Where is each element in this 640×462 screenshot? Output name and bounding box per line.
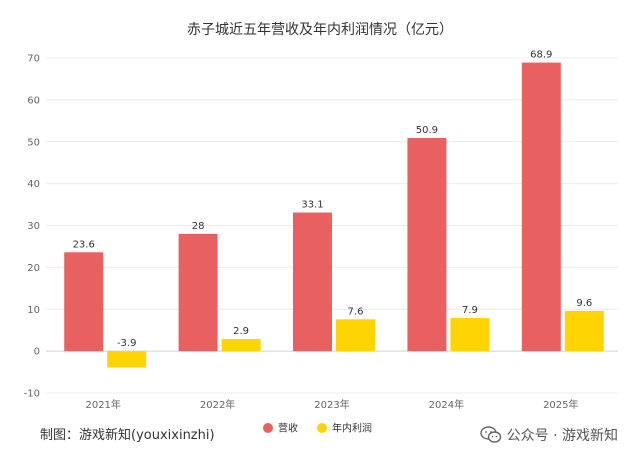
x-tick-label: 2021年 [85,398,120,411]
bar-营收 [178,233,218,352]
bar-营收 [521,62,561,352]
y-tick-label: 40 [27,179,40,190]
bar-营收 [64,252,104,352]
data-label: 23.6 [73,239,95,250]
data-label: 7.9 [462,305,478,316]
legend-label: 营收 [278,422,298,435]
data-label: 33.1 [301,200,323,211]
y-axis-ticks: -10 0 10 20 30 40 50 60 70 [24,54,40,400]
y-tick-label: -10 [24,389,40,400]
bar-年内利润 [450,318,490,352]
y-tick-label: 10 [27,305,40,316]
y-tick-label: 50 [27,137,40,148]
legend: 营收 年内利润 [263,422,372,435]
watermark-text: 公众号 · 游戏新知 [506,428,618,444]
x-tick-label: 2025年 [543,398,578,411]
data-label: 68.9 [530,50,552,61]
y-tick-label: 70 [27,54,40,65]
bar-营收 [407,137,447,352]
data-label: -3.9 [117,338,137,349]
y-tick-label: 0 [34,347,40,358]
data-label: 28 [192,221,205,232]
x-tick-label: 2022年 [200,398,235,411]
bar-年内利润 [336,319,375,352]
bar-营收 [293,212,332,352]
y-tick-label: 20 [27,263,40,274]
y-tick-label: 60 [27,95,40,106]
data-label: 7.6 [348,306,364,317]
legend-swatch [263,423,273,433]
data-labels: 23.6 -3.9 28 2.9 33.1 7.6 50.9 7.9 68.9 9.6 [73,50,593,350]
bar-年内利润 [107,351,147,368]
watermark: 公众号 · 游戏新知 [479,425,618,445]
data-label: 2.9 [233,326,249,337]
x-tick-label: 2023年 [314,398,349,411]
bar-年内利润 [564,310,604,352]
legend-swatch [317,423,327,433]
data-label: 50.9 [416,125,438,136]
chart-credit: 制图：游戏新知(youxixinzhi) [40,428,215,443]
legend-label: 年内利润 [332,422,372,435]
x-axis-ticks: 2021年 2022年 2023年 2024年 2025年 [85,398,578,411]
data-label: 9.6 [576,298,592,309]
chart-title: 赤子城近五年营收及年内利润情况（亿元） [187,22,453,38]
x-tick-label: 2024年 [429,398,464,411]
bar-年内利润 [221,338,261,352]
y-tick-label: 30 [27,221,40,232]
wechat-icon [479,426,501,443]
bars [64,62,604,368]
